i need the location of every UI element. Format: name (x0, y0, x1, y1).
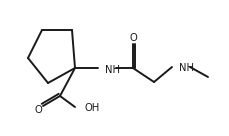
Text: OH: OH (85, 103, 100, 113)
Text: NH: NH (178, 63, 193, 73)
Text: O: O (128, 33, 136, 43)
Text: O: O (34, 105, 42, 115)
Text: NH: NH (105, 65, 120, 75)
